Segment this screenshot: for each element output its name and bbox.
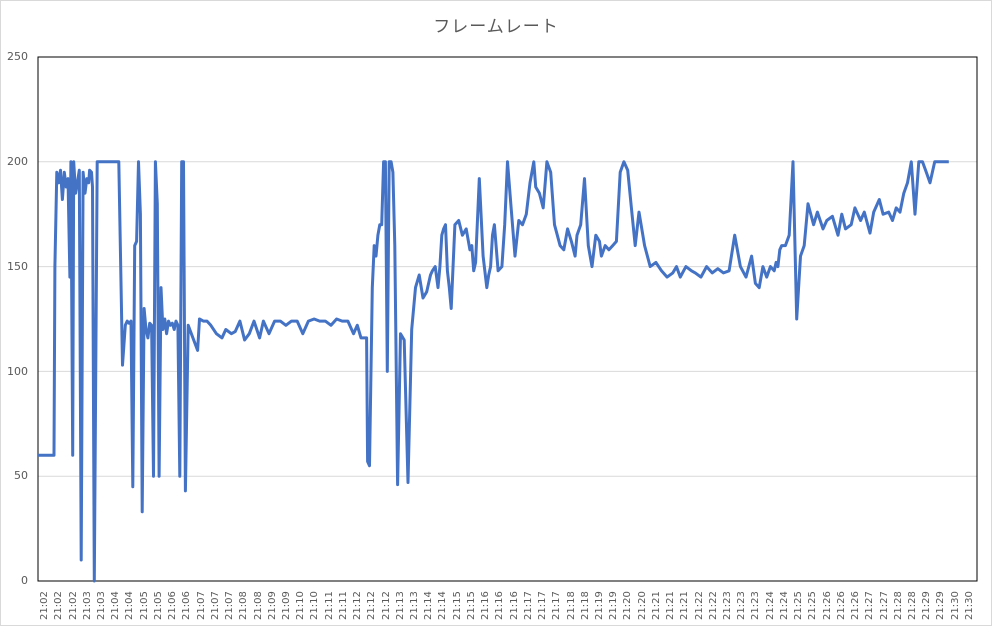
x-tick-label: 21:10 [309, 591, 321, 620]
framerate-line [38, 160, 949, 583]
x-tick-label: 21:23 [722, 591, 734, 620]
y-tick-label: 100 [7, 365, 28, 378]
x-tick-label: 21:26 [850, 591, 862, 620]
x-tick-label: 21:29 [921, 591, 933, 620]
x-tick-label: 21:19 [593, 591, 605, 620]
x-tick-label: 21:02 [67, 591, 79, 620]
x-tick-label: 21:10 [295, 591, 307, 620]
x-tick-label: 21:03 [81, 591, 93, 620]
x-tick-label: 21:14 [423, 591, 435, 620]
x-tick-label: 21:27 [864, 591, 876, 620]
x-tick-label: 21:25 [793, 591, 805, 620]
x-tick-label: 21:23 [750, 591, 762, 620]
x-tick-label: 21:18 [565, 591, 577, 620]
x-tick-label: 21:21 [665, 591, 677, 620]
x-tick-label: 21:04 [110, 591, 122, 620]
x-tick-label: 21:30 [963, 591, 975, 620]
x-tick-label: 21:03 [96, 591, 108, 620]
x-tick-label: 21:02 [39, 591, 51, 620]
plot-border [37, 56, 978, 582]
x-tick-label: 21:21 [679, 591, 691, 620]
x-tick-label: 21:15 [451, 591, 463, 620]
x-tick-label: 21:15 [465, 591, 477, 620]
y-tick-label: 150 [7, 260, 28, 273]
x-tick-label: 21:07 [195, 591, 207, 620]
x-tick-label: 21:09 [266, 591, 278, 620]
x-tick-label: 21:16 [480, 591, 492, 620]
x-tick-label: 21:22 [707, 591, 719, 620]
x-tick-label: 21:11 [337, 591, 349, 620]
chart-title: フレームレート [433, 17, 559, 37]
x-tick-label: 21:24 [764, 591, 776, 620]
x-tick-label: 21:20 [622, 591, 634, 620]
x-tick-label: 21:17 [522, 591, 534, 620]
x-tick-label: 21:23 [736, 591, 748, 620]
y-tick-label: 250 [7, 50, 28, 63]
x-tick-label: 21:13 [409, 591, 421, 620]
x-tick-label: 21:26 [835, 591, 847, 620]
x-tick-label: 21:22 [693, 591, 705, 620]
x-tick-label: 21:06 [167, 591, 179, 620]
x-tick-label: 21:21 [650, 591, 662, 620]
x-tick-label: 21:16 [494, 591, 506, 620]
y-tick-label: 200 [7, 155, 28, 168]
x-tick-label: 21:25 [807, 591, 819, 620]
x-tick-label: 21:14 [437, 591, 449, 620]
x-tick-label: 21:17 [551, 591, 563, 620]
x-tick-label: 21:12 [352, 591, 364, 620]
x-tick-label: 21:07 [224, 591, 236, 620]
x-tick-label: 21:17 [537, 591, 549, 620]
x-tick-label: 21:09 [280, 591, 292, 620]
x-tick-label: 21:12 [366, 591, 378, 620]
x-tick-label: 21:05 [152, 591, 164, 620]
x-tick-label: 21:04 [124, 591, 136, 620]
x-tick-label: 21:02 [53, 591, 65, 620]
x-tick-label: 21:16 [508, 591, 520, 620]
x-tick-label: 21:05 [138, 591, 150, 620]
x-tick-label: 21:28 [892, 591, 904, 620]
x-tick-label: 21:27 [878, 591, 890, 620]
y-tick-label: 50 [14, 469, 28, 482]
x-tick-label: 21:26 [821, 591, 833, 620]
x-tick-label: 21:28 [906, 591, 918, 620]
x-tick-label: 21:13 [394, 591, 406, 620]
x-tick-label: 21:18 [579, 591, 591, 620]
x-tick-label: 21:20 [636, 591, 648, 620]
x-tick-label: 21:29 [935, 591, 947, 620]
x-tick-label: 21:08 [238, 591, 250, 620]
x-tick-label: 21:12 [380, 591, 392, 620]
x-tick-label: 21:11 [323, 591, 335, 620]
x-tick-label: 21:07 [209, 591, 221, 620]
x-tick-label: 21:24 [778, 591, 790, 620]
x-tick-label: 21:06 [181, 591, 193, 620]
y-tick-label: 0 [21, 574, 28, 587]
x-tick-label: 21:30 [949, 591, 961, 620]
x-tick-label: 21:08 [252, 591, 264, 620]
x-tick-label: 21:19 [608, 591, 620, 620]
